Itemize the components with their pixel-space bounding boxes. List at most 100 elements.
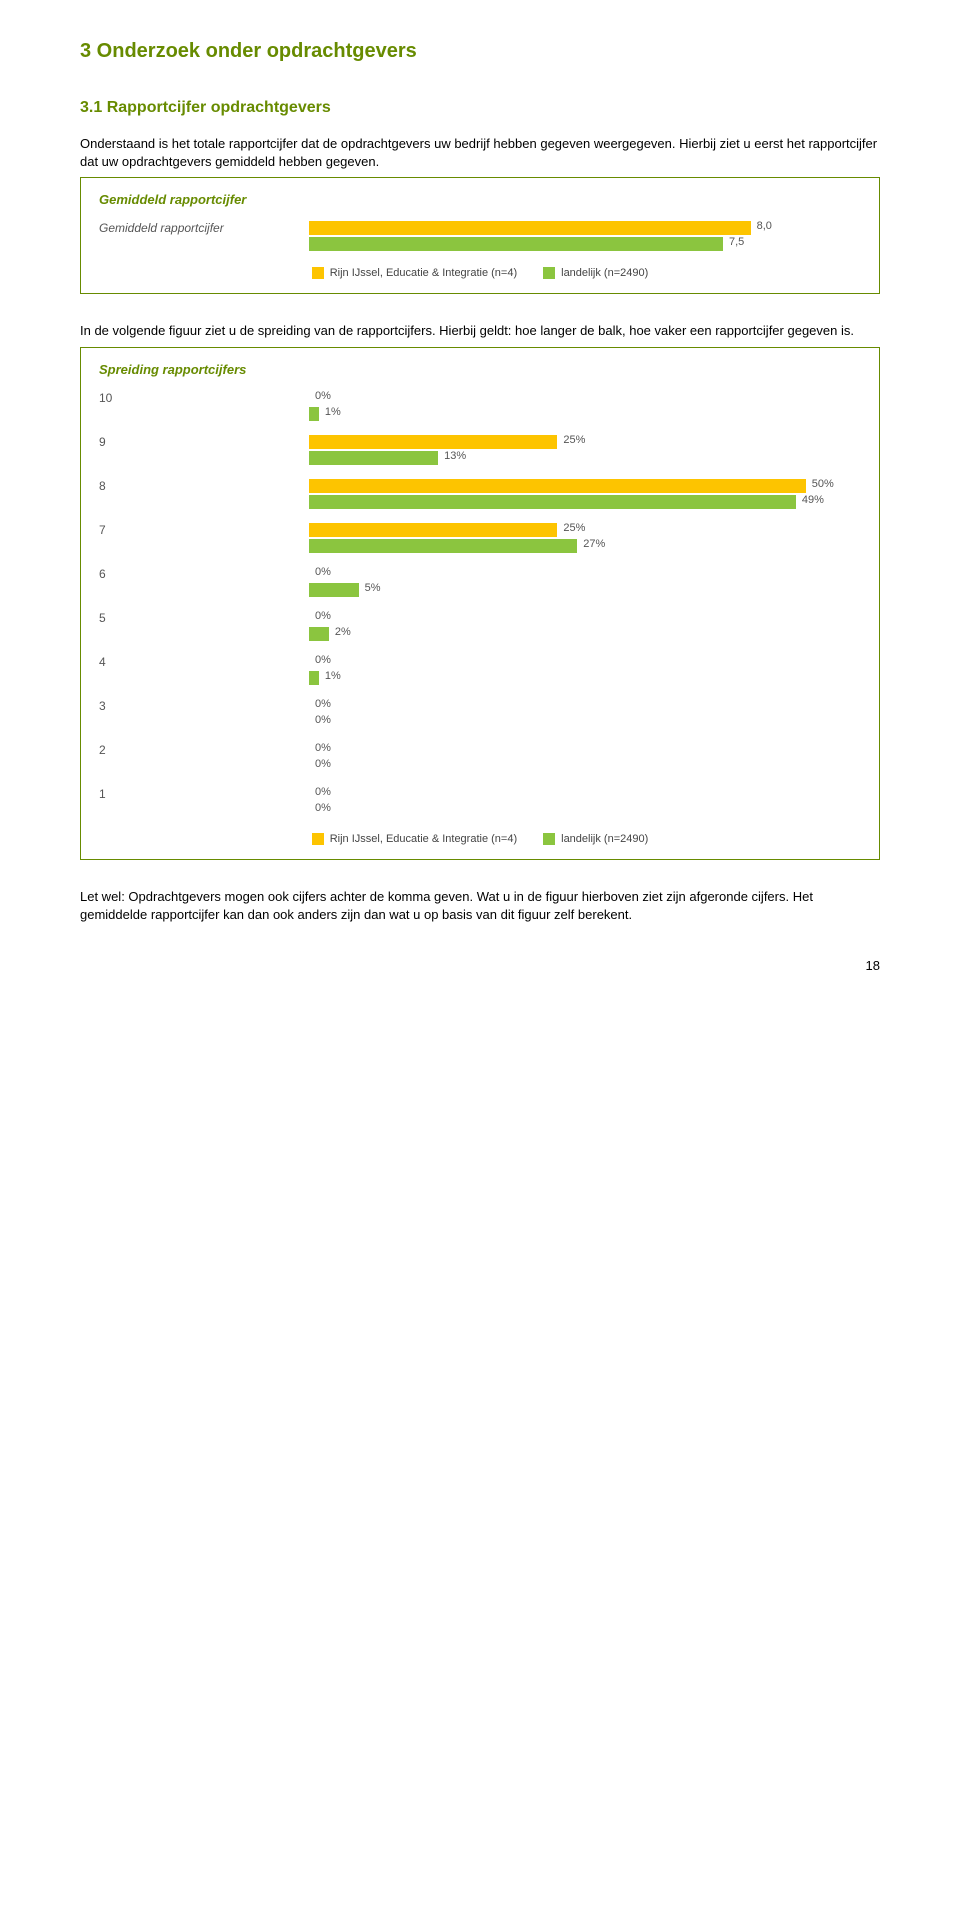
chart2-bar-b <box>309 407 319 421</box>
intro-paragraph: Onderstaand is het totale rapportcijfer … <box>80 135 880 171</box>
chart2-bar-a-track: 0% <box>309 611 861 625</box>
legend-item-a: Rijn IJssel, Educatie & Integratie (n=4) <box>312 267 517 279</box>
chart2-row: 10%0% <box>99 787 861 817</box>
chart1-bar-b-track: 7,5 <box>309 237 861 251</box>
chart2-value-a: 50% <box>812 478 834 490</box>
mid-paragraph: In de volgende figuur ziet u de spreidin… <box>80 322 880 340</box>
legend-swatch-green <box>543 267 555 279</box>
chart2-value-a: 0% <box>315 698 331 710</box>
chart1-legend: Rijn IJssel, Educatie & Integratie (n=4)… <box>99 267 861 279</box>
chart1-row: Gemiddeld rapportcijfer 8,0 7,5 <box>99 221 861 251</box>
chart2-row: 5 0% 2% <box>99 611 861 641</box>
chart2-category-label: 4 <box>99 655 309 669</box>
legend-item-b: landelijk (n=2490) <box>543 267 648 279</box>
chart2-value-a: 0% <box>315 566 331 578</box>
chart2-row: 3 0% 0% <box>99 699 861 729</box>
chart1-bar-b <box>309 237 723 251</box>
legend-swatch-yellow <box>312 833 324 845</box>
chart2-category-label: 5 <box>99 611 309 625</box>
chart2-value-a: 0% <box>315 390 331 402</box>
chart2-category-label: 2 <box>99 743 309 757</box>
chart2-bar-a-track: 0% <box>309 699 861 713</box>
chart2-value-b: 1% <box>325 670 341 682</box>
chart2-bar-b <box>309 627 329 641</box>
chart1-bar-a-track: 8,0 <box>309 221 861 235</box>
legend-label-a: Rijn IJssel, Educatie & Integratie (n=4) <box>330 267 517 279</box>
chart2-category-label: 8 <box>99 479 309 493</box>
chart2-bar-b-track: 1% <box>309 407 861 421</box>
chart2-value-b: 27% <box>583 538 605 550</box>
chart2-row: 6 0% 5% <box>99 567 861 597</box>
page-heading: 3 Onderzoek onder opdrachtgevers <box>80 40 880 63</box>
chart2-value-a: 0% <box>315 654 331 666</box>
chart2-value-b: 0% <box>315 758 331 770</box>
chart2-bar-a <box>309 479 806 493</box>
chart2-bar-a-track: 0% <box>309 391 861 405</box>
chart2-row: 10 0% 1% <box>99 391 861 421</box>
chart2-bar-b <box>309 583 359 597</box>
chart2-row: 8 50% 49% <box>99 479 861 509</box>
chart2-category-label: 1 <box>99 787 309 801</box>
chart2-bar-b-track: 5% <box>309 583 861 597</box>
chart2-bar-b <box>309 671 319 685</box>
chart2-bar-a-track: 25% <box>309 523 861 537</box>
chart2-bar-b-track: 49% <box>309 495 861 509</box>
chart2-title: Spreiding rapportcijfers <box>99 362 861 377</box>
chart2-bar-a-track: 0% <box>309 743 861 757</box>
chart2-value-b: 1% <box>325 406 341 418</box>
chart2-bar-b <box>309 451 438 465</box>
chart2-bar-a-track: 50% <box>309 479 861 493</box>
chart2-value-a: 0% <box>315 610 331 622</box>
chart2-row: 4 0% 1% <box>99 655 861 685</box>
legend-label-b: landelijk (n=2490) <box>561 833 648 845</box>
chart2-bar-b-track: 0% <box>309 759 861 773</box>
chart2-legend: Rijn IJssel, Educatie & Integratie (n=4)… <box>99 833 861 845</box>
legend-swatch-yellow <box>312 267 324 279</box>
chart2-value-b: 13% <box>444 450 466 462</box>
chart2-value-a: 25% <box>563 522 585 534</box>
chart2-bar-b-track: 0% <box>309 803 861 817</box>
chart2-bar-a-track: 0% <box>309 655 861 669</box>
chart2-bar-a-track: 0% <box>309 567 861 581</box>
chart2-value-b: 49% <box>802 494 824 506</box>
chart2-value-b: 5% <box>365 582 381 594</box>
section-subheading: 3.1 Rapportcijfer opdrachtgevers <box>80 99 880 117</box>
chart2-bar-b-track: 13% <box>309 451 861 465</box>
chart1-value-b: 7,5 <box>729 236 744 248</box>
chart1-title: Gemiddeld rapportcijfer <box>99 192 861 207</box>
legend-item-b: landelijk (n=2490) <box>543 833 648 845</box>
chart2-category-label: 6 <box>99 567 309 581</box>
chart2-row: 7 25% 27% <box>99 523 861 553</box>
chart-gemiddeld-rapportcijfer: Gemiddeld rapportcijfer Gemiddeld rappor… <box>80 177 880 294</box>
legend-swatch-green <box>543 833 555 845</box>
chart2-bar-b-track: 2% <box>309 627 861 641</box>
end-paragraph: Let wel: Opdrachtgevers mogen ook cijfer… <box>80 888 880 924</box>
chart2-bar-a-track: 25% <box>309 435 861 449</box>
chart2-bar-b-track: 0% <box>309 715 861 729</box>
chart1-value-a: 8,0 <box>757 220 772 232</box>
chart2-category-label: 3 <box>99 699 309 713</box>
chart2-category-label: 9 <box>99 435 309 449</box>
chart2-row: 9 25% 13% <box>99 435 861 465</box>
chart2-row: 2 0% 0% <box>99 743 861 773</box>
chart2-bar-a-track: 0% <box>309 787 861 801</box>
chart-spreiding-rapportcijfers: Spreiding rapportcijfers 100%1%925%13%85… <box>80 347 880 860</box>
chart1-category-label: Gemiddeld rapportcijfer <box>99 221 309 235</box>
legend-label-a: Rijn IJssel, Educatie & Integratie (n=4) <box>330 833 517 845</box>
legend-item-a: Rijn IJssel, Educatie & Integratie (n=4) <box>312 833 517 845</box>
chart2-bar-a <box>309 523 557 537</box>
legend-label-b: landelijk (n=2490) <box>561 267 648 279</box>
chart2-bar-b-track: 27% <box>309 539 861 553</box>
chart2-bar-b <box>309 495 796 509</box>
chart2-bar-a <box>309 435 557 449</box>
chart2-bar-b-track: 1% <box>309 671 861 685</box>
chart2-value-b: 2% <box>335 626 351 638</box>
chart1-bar-a <box>309 221 751 235</box>
chart2-bar-b <box>309 539 577 553</box>
chart2-value-a: 0% <box>315 786 331 798</box>
chart2-value-a: 0% <box>315 742 331 754</box>
chart2-category-label: 10 <box>99 391 309 405</box>
chart2-value-b: 0% <box>315 714 331 726</box>
chart2-value-a: 25% <box>563 434 585 446</box>
chart2-category-label: 7 <box>99 523 309 537</box>
